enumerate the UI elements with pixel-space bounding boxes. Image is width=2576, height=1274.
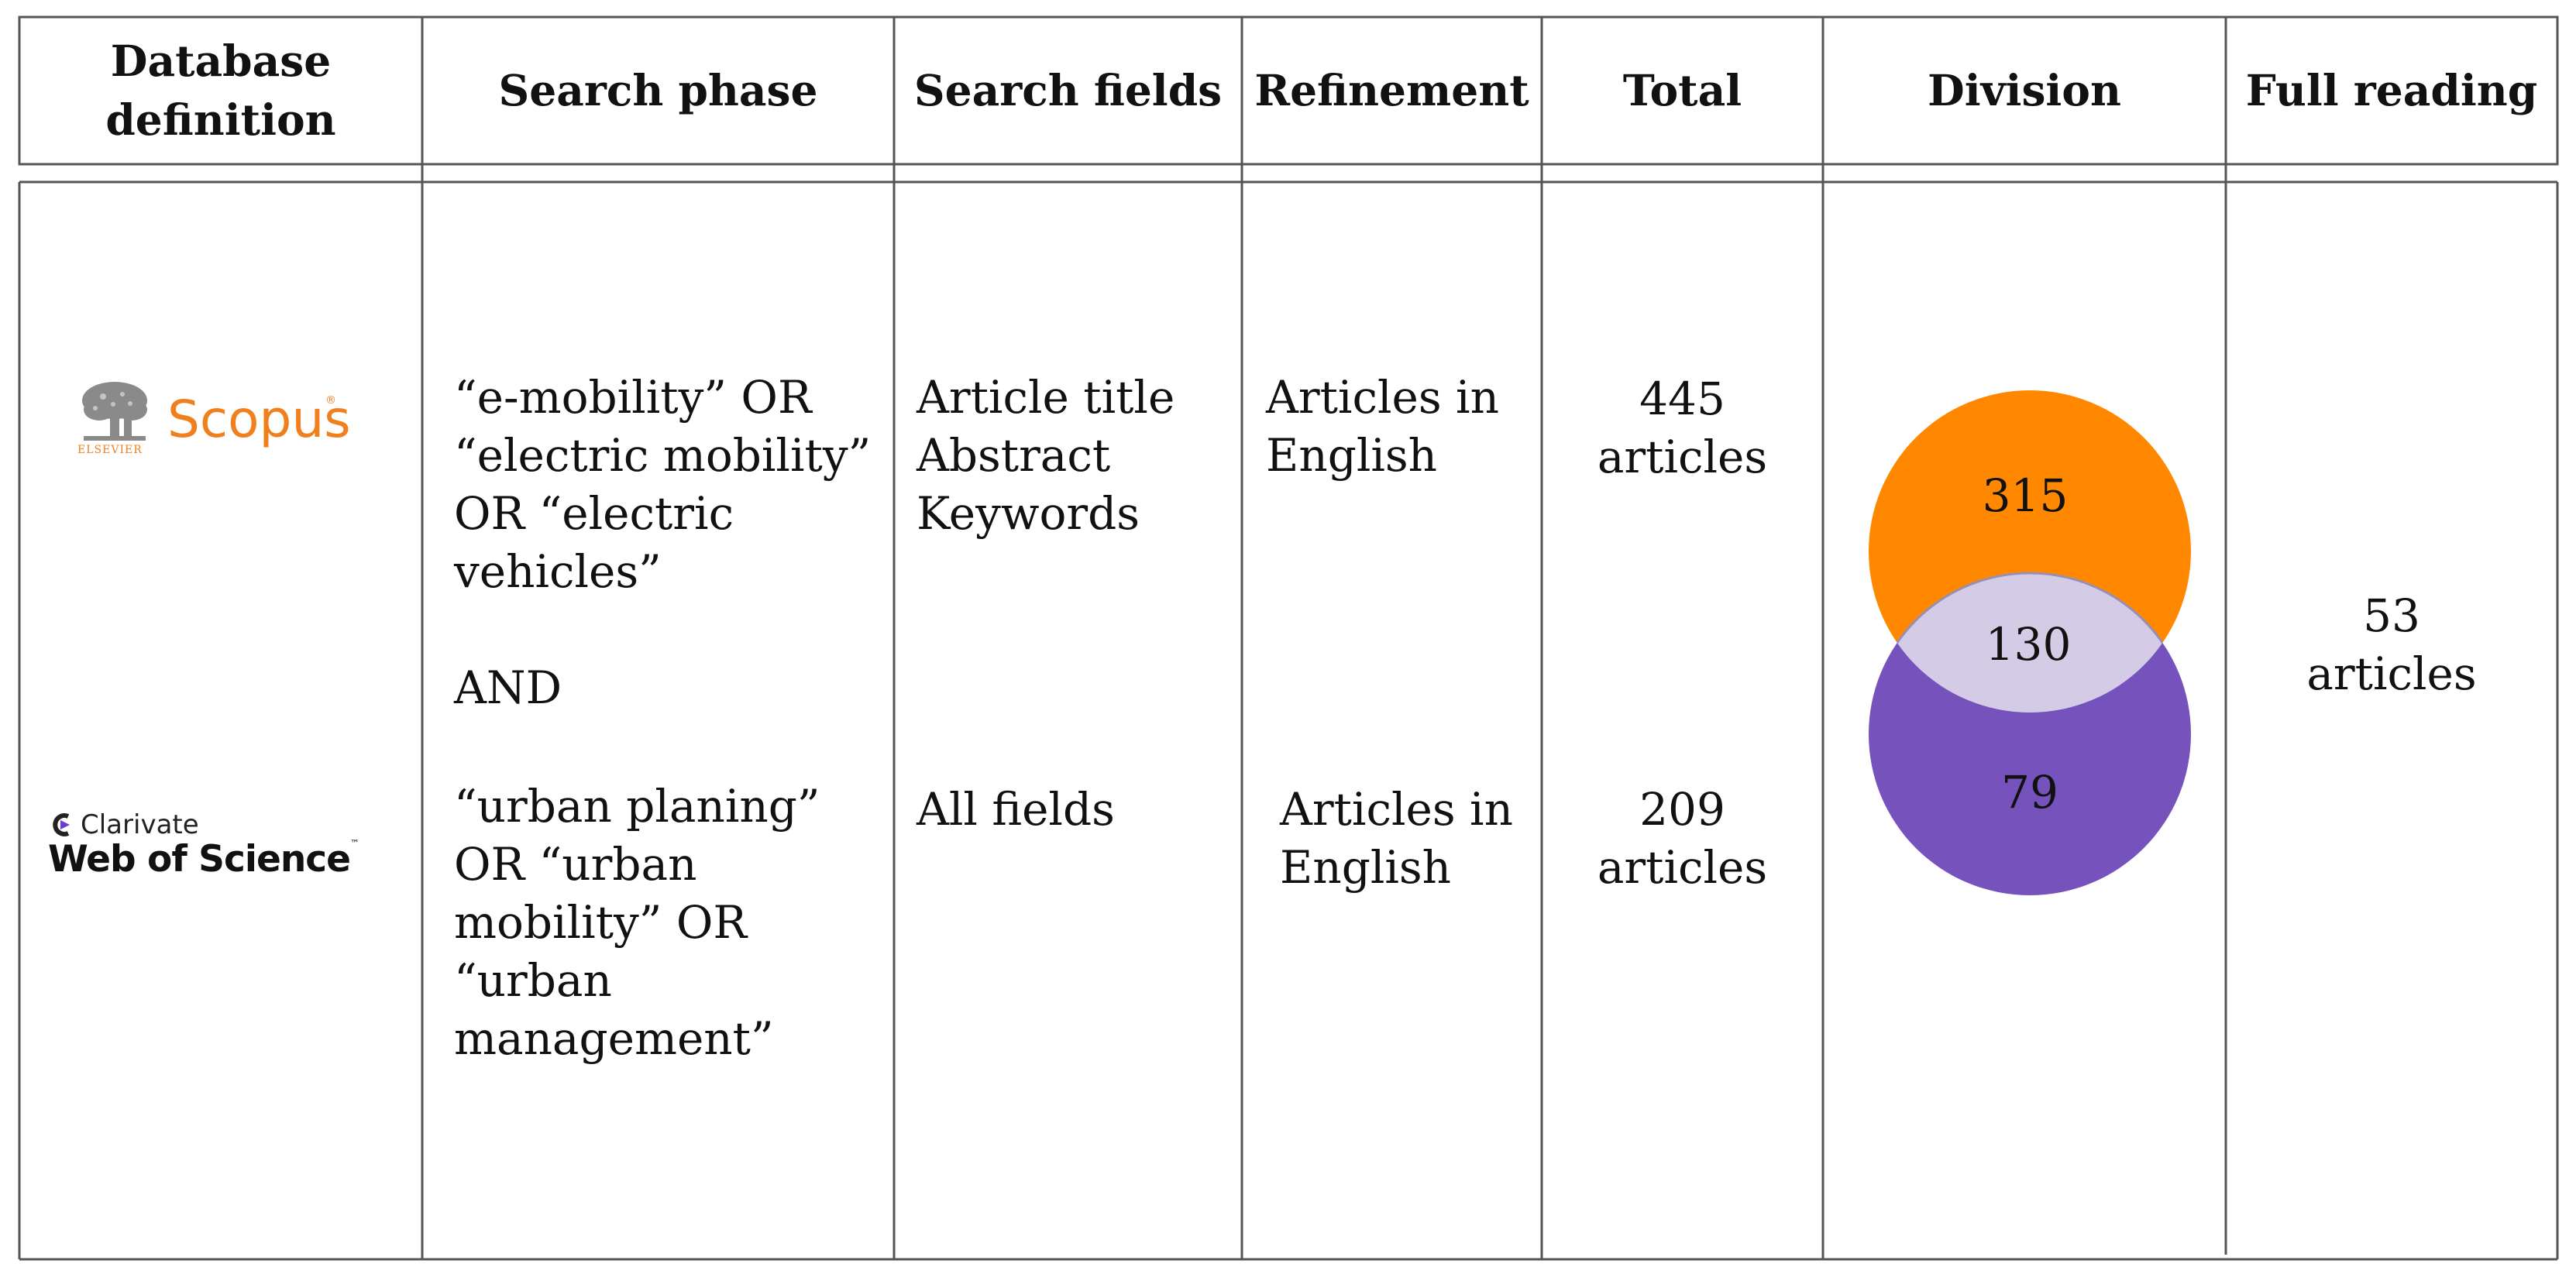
elsevier-tree-icon bbox=[82, 382, 147, 441]
header-division: Division bbox=[1928, 65, 2121, 115]
scopus-registered-mark: ® bbox=[325, 394, 336, 407]
header-total: Total bbox=[1622, 65, 1742, 115]
search-phase-line: “urban bbox=[454, 954, 612, 1007]
header-refinement: Refinement bbox=[1254, 65, 1529, 115]
header-full-reading: Full reading bbox=[2245, 65, 2538, 115]
total-unit: articles bbox=[1597, 431, 1768, 483]
trademark-mark: ™ bbox=[350, 838, 359, 849]
header-database-line1: Database bbox=[110, 36, 332, 86]
scopus-logo: ELSEVIER Scopus ® bbox=[76, 377, 351, 462]
total-unit: articles bbox=[1597, 841, 1768, 894]
total-scopus: 445 articles bbox=[1542, 370, 1823, 486]
search-field-item: Keywords bbox=[917, 487, 1140, 540]
web-of-science-wordmark: Web of Science™ bbox=[48, 838, 359, 881]
search-phase-query-1: “e-mobility” OR “electric mobility” OR “… bbox=[454, 369, 871, 601]
full-reading-value: 53 bbox=[2363, 589, 2420, 642]
refinement-wos: Articles in English bbox=[1280, 781, 1513, 897]
header-database-line2: definition bbox=[105, 94, 336, 145]
full-reading-result: 53 articles bbox=[2226, 587, 2557, 703]
venn-wos-value: 79 bbox=[2001, 766, 2058, 819]
total-value: 209 bbox=[1639, 783, 1725, 836]
total-value: 445 bbox=[1639, 373, 1725, 425]
refinement-scopus: Articles in English bbox=[1266, 369, 1499, 485]
clarivate-logo-icon bbox=[53, 813, 70, 836]
search-phase-line: management” bbox=[454, 1012, 774, 1065]
header-database: Database definition bbox=[19, 17, 422, 164]
header-search-phase: Search phase bbox=[498, 65, 818, 115]
search-field-item: Abstract bbox=[917, 429, 1111, 482]
header-search-fields: Search fields bbox=[913, 65, 1223, 115]
search-fields-scopus: Article title Abstract Keywords bbox=[917, 369, 1175, 543]
refinement-line: Articles in bbox=[1280, 783, 1513, 836]
search-phase-line: OR “urban bbox=[454, 838, 697, 891]
venn-scopus-value: 315 bbox=[1983, 469, 2069, 522]
venn-overlap-value: 130 bbox=[1986, 618, 2072, 671]
full-reading-unit: articles bbox=[2306, 647, 2477, 700]
search-field-item: Article title bbox=[917, 371, 1175, 424]
search-phase-line: “electric mobility” bbox=[454, 429, 872, 482]
header-border bbox=[18, 15, 2559, 166]
web-of-science-name: Web of Science bbox=[48, 838, 351, 881]
clarivate-label: Clarivate bbox=[81, 809, 199, 840]
search-phase-operator: AND bbox=[454, 661, 562, 714]
search-phase-line: “urban planing” bbox=[454, 780, 820, 833]
search-phase-line: “e-mobility” OR bbox=[454, 371, 812, 424]
total-wos: 209 articles bbox=[1542, 781, 1823, 897]
search-phase-line: vehicles” bbox=[454, 545, 662, 598]
refinement-line: English bbox=[1280, 841, 1452, 894]
refinement-line: English bbox=[1266, 429, 1438, 482]
venn-overlap bbox=[1869, 573, 2191, 713]
search-fields-wos: All fields bbox=[917, 783, 1115, 836]
venn-diagram: 315 130 79 bbox=[1869, 390, 2191, 895]
search-phase-line: mobility” OR bbox=[454, 896, 748, 949]
search-phase-query-2: “urban planing” OR “urban mobility” OR “… bbox=[454, 778, 820, 1068]
search-phase-line: OR “electric bbox=[454, 487, 734, 540]
elsevier-label: ELSEVIER bbox=[77, 444, 143, 456]
web-of-science-logo: Clarivate Web of Science™ bbox=[48, 805, 373, 898]
scopus-wordmark: Scopus bbox=[167, 390, 351, 449]
refinement-line: Articles in bbox=[1266, 371, 1499, 424]
